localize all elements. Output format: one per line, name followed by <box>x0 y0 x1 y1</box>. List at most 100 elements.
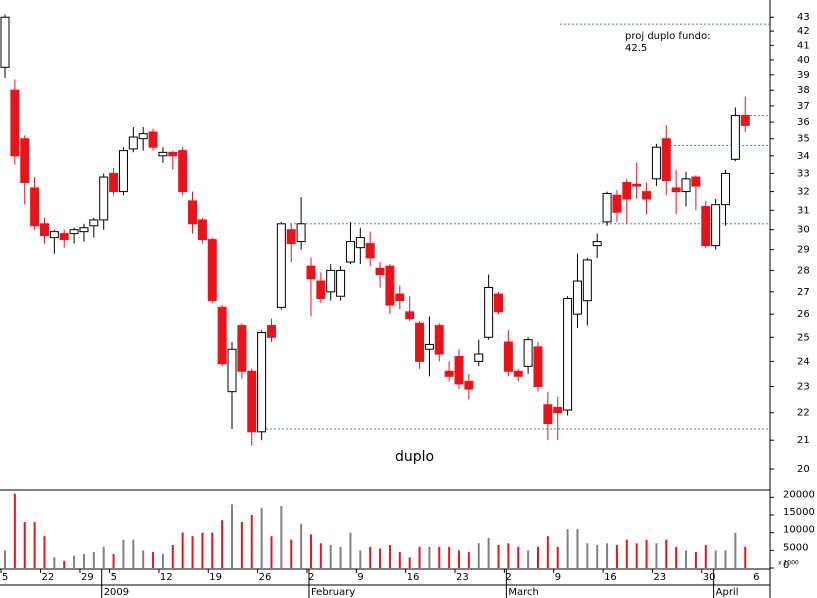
x-tick-label: 16 <box>604 572 617 583</box>
month-label: March <box>508 587 538 598</box>
candle-body <box>0 16 10 68</box>
candle-body <box>582 259 592 302</box>
candle-body <box>306 265 316 280</box>
x-tick-label: 2 <box>308 572 314 583</box>
candle-body <box>20 138 30 183</box>
y-tick-label: 42 <box>797 26 810 37</box>
y-tick-label: 28 <box>797 265 810 276</box>
x-tick-label: 26 <box>259 572 272 583</box>
candle-body <box>89 219 99 227</box>
candle-body <box>701 206 711 247</box>
candle-body <box>642 191 652 200</box>
candle-body <box>79 227 89 233</box>
candle-body <box>138 133 148 140</box>
candle-body <box>168 151 178 157</box>
candle-body <box>691 176 701 187</box>
y-tick-label: 39 <box>797 70 810 81</box>
candle-body <box>118 150 128 193</box>
candle-body <box>10 89 20 157</box>
candle-body <box>661 138 671 182</box>
candle-body <box>237 325 247 372</box>
candle-body <box>266 325 276 338</box>
candle-body <box>454 355 464 385</box>
candle-body <box>49 231 59 239</box>
candle-body <box>30 187 40 227</box>
volume-tick-label: 0 <box>783 560 789 571</box>
volume-note: x 1000 <box>778 560 799 567</box>
candle-body <box>99 176 109 221</box>
candle-body <box>474 353 484 362</box>
candle-body <box>247 370 257 433</box>
candle-body <box>385 265 395 306</box>
candle-body <box>494 293 503 313</box>
candle-body <box>128 136 138 150</box>
candle-body <box>207 239 217 302</box>
x-tick-label: 23 <box>456 572 469 583</box>
candle-body <box>434 325 444 355</box>
candle-body <box>711 204 721 247</box>
y-tick-label: 43 <box>797 12 810 23</box>
candle-body <box>109 172 119 193</box>
y-tick-label: 31 <box>797 205 810 216</box>
candle-body <box>721 172 731 206</box>
candle-body <box>178 150 188 193</box>
candle-body <box>217 306 227 365</box>
candle-body <box>286 229 296 245</box>
annotation: duplo <box>395 449 434 465</box>
candle-body <box>602 192 612 223</box>
candle-body <box>197 219 207 241</box>
annotation: 42.5 <box>625 43 647 54</box>
volume-tick-label: 10000 <box>783 525 815 536</box>
candle-body <box>632 183 642 187</box>
x-tick-label: 5 <box>2 572 8 583</box>
x-tick-label: 2 <box>505 572 511 583</box>
candle-body <box>336 269 346 297</box>
y-tick-label: 35 <box>797 134 810 145</box>
candle-body <box>188 200 198 225</box>
y-tick-label: 37 <box>797 101 810 112</box>
y-tick-label: 40 <box>797 55 810 66</box>
candle-body <box>227 348 237 393</box>
y-tick-label: 38 <box>797 85 810 96</box>
candle-body <box>375 267 385 276</box>
volume-tick-label: 20000 <box>783 489 815 500</box>
candle-body <box>148 131 158 148</box>
candle-body <box>59 233 69 241</box>
candle-body <box>592 241 602 247</box>
candle-body <box>543 404 553 425</box>
candle-body <box>464 380 474 390</box>
candle-body <box>415 322 425 362</box>
x-tick-label: 19 <box>209 572 222 583</box>
x-tick-label: 30 <box>703 572 716 583</box>
candle-body <box>612 194 622 213</box>
candle-body <box>326 269 336 293</box>
y-tick-label: 25 <box>797 332 810 343</box>
x-tick-label: 9 <box>357 572 363 583</box>
candle-body <box>523 339 533 367</box>
candle-body <box>730 115 740 160</box>
candle-body <box>257 332 267 433</box>
candle-body <box>355 237 365 249</box>
candle-body <box>503 341 513 372</box>
y-tick-label: 21 <box>797 435 810 446</box>
y-tick-label: 30 <box>797 225 810 236</box>
y-tick-label: 41 <box>797 40 810 51</box>
y-tick-label: 36 <box>797 117 810 128</box>
candle-body <box>533 346 543 387</box>
x-tick-label: 9 <box>555 572 561 583</box>
candle-body <box>484 287 494 338</box>
y-tick-label: 33 <box>797 168 810 179</box>
volume-tick-label: 5000 <box>783 542 808 553</box>
candle-body <box>681 178 691 193</box>
annotation: proj duplo fundo: <box>625 31 710 42</box>
x-tick-label: 22 <box>41 572 54 583</box>
candle-body <box>513 370 523 377</box>
month-label: 2009 <box>104 587 129 598</box>
candle-body <box>671 187 681 193</box>
y-tick-label: 22 <box>797 408 810 419</box>
volume-tick-label: 15000 <box>783 507 815 518</box>
candle-body <box>424 343 434 350</box>
candle-body <box>395 293 405 302</box>
x-tick-label: 12 <box>160 572 173 583</box>
candle-body <box>740 115 750 126</box>
